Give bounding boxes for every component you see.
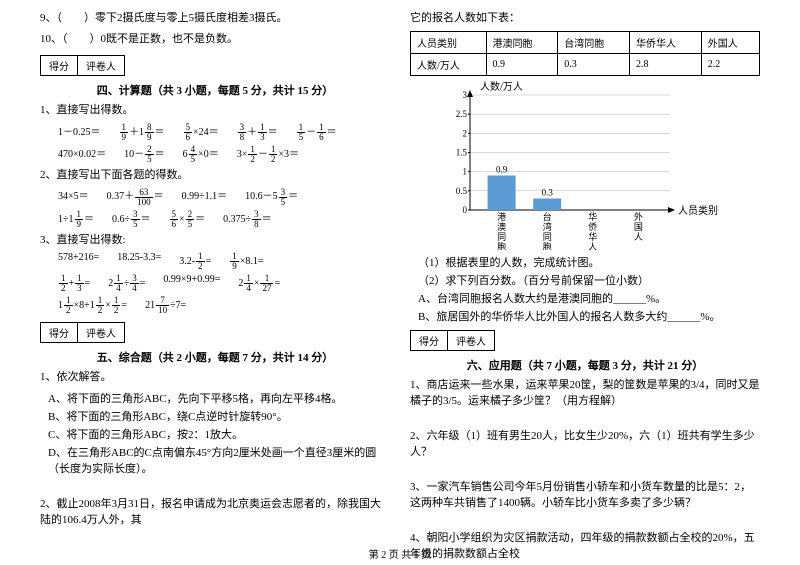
left-column: 9、（ ）零下2摄氏度与零上5摄氏度相差3摄氏。 10、（ ）0既不是正数，也不…: [40, 10, 390, 545]
svg-text:人数/万人: 人数/万人: [480, 80, 523, 93]
svg-text:侨: 侨: [588, 221, 597, 232]
table-cell: 2.2: [701, 53, 759, 75]
svg-text:人: 人: [588, 242, 597, 250]
svg-text:国: 国: [634, 222, 643, 232]
table-header: 港澳同胞: [486, 31, 558, 53]
svg-text:人员类别: 人员类别: [678, 204, 718, 217]
app-q2: 2、六年级（1）班有男生20人，比女生少20%，六（1）班共有学生多少人？: [410, 428, 760, 461]
section-4-title: 四、计算题（共 3 小题，每题 5 分，共计 15 分）: [40, 82, 390, 98]
comp1-title: 1、依次解答。: [40, 369, 390, 386]
question-9: 9、（ ）零下2摄氏度与零上5摄氏度相差3摄氏。: [40, 10, 390, 27]
grader-label: 评卷人: [78, 56, 124, 75]
bar-chart: 人数/万人00.511.522.530.9港澳同胞0.3台湾同胞华侨华人外国人人…: [440, 80, 720, 250]
grader-label: 评卷人: [78, 323, 124, 342]
chart-qa: A、台湾同胞报名人数大约是港澳同胞的______%。: [410, 290, 760, 306]
app-q3: 3、一家汽车销售公司今年5月份销售小轿车和小货车数量的比是5：2，这两种车共销售…: [410, 479, 760, 512]
score-label: 得分: [41, 56, 78, 75]
svg-text:3: 3: [463, 90, 468, 100]
table-data-row: 人数/万人 0.9 0.3 2.8 2.2: [411, 53, 760, 75]
score-box-4: 得分 评卷人: [40, 55, 125, 76]
table-header: 人员类别: [411, 31, 487, 53]
comp1-c: C、将下面的三角形ABC，按2：1放大。: [40, 426, 390, 442]
svg-text:人: 人: [634, 232, 643, 242]
svg-text:0.3: 0.3: [542, 187, 554, 197]
svg-text:2: 2: [463, 128, 468, 138]
table-header: 外国人: [701, 31, 759, 53]
score-label: 得分: [41, 323, 78, 342]
svg-text:外: 外: [634, 211, 643, 222]
svg-text:0.9: 0.9: [496, 164, 508, 174]
calc3-row1: 578+216= 18.25-3.3= 3.2-12= 19×8.1=: [58, 252, 390, 271]
svg-text:0.5: 0.5: [456, 185, 468, 195]
svg-text:1.5: 1.5: [456, 147, 468, 157]
app-q1: 1、商店运来一些水果，运来苹果20筐，梨的筐数是苹果的3/4，同时又是橘子的3/…: [410, 377, 760, 410]
chart-qb: B、旅居国外的华侨华人比外国人的报名人数多大约______%。: [410, 308, 760, 324]
table-cell: 0.9: [486, 53, 558, 75]
comp1-d: D、在三角形ABC的C点南偏东45°方向2厘米处画一个直径3厘米的圆（长度为实际…: [40, 444, 390, 476]
calc1-row2: 470×0.02＝ 10－25＝ 645×0＝ 3×12－12×3＝: [58, 145, 390, 164]
table-intro: 它的报名人数如下表：: [410, 10, 760, 27]
table-cell: 0.3: [558, 53, 630, 75]
svg-text:1: 1: [463, 166, 468, 176]
table-header-row: 人员类别 港澳同胞 台湾同胞 华侨华人 外国人: [411, 31, 760, 53]
score-box-5: 得分 评卷人: [40, 322, 125, 343]
calc3-row2: 12+13= 214÷34= 0.99×9+0.99= 214×127=: [58, 274, 390, 293]
calc3-title: 3、直接写出得数:: [40, 232, 390, 249]
svg-text:华: 华: [588, 231, 597, 242]
calc2-title: 2、直接写出下面各题的得数。: [40, 167, 390, 184]
svg-text:同: 同: [497, 232, 506, 242]
calc2-row2: 1÷119＝ 0.6÷35＝ 56×25＝ 0.375÷38＝: [58, 210, 390, 229]
chart-q2: （2）求下列百分数。（百分号前保留一位小数）: [410, 272, 760, 288]
section-6-title: 六、应用题（共 7 小题，每题 3 分，共计 21 分）: [410, 357, 760, 373]
section-5-title: 五、综合题（共 2 小题，每题 7 分，共计 14 分）: [40, 349, 390, 365]
svg-text:台: 台: [543, 211, 552, 222]
page-footer: 第 2 页 共 5 页: [0, 546, 800, 561]
calc3-row3: 112×8+112×12= 21710÷7=: [58, 296, 390, 315]
svg-text:湾: 湾: [543, 221, 552, 232]
svg-text:澳: 澳: [497, 221, 506, 232]
grader-label: 评卷人: [448, 331, 494, 350]
svg-text:胞: 胞: [497, 241, 506, 250]
svg-text:华: 华: [588, 211, 597, 222]
svg-text:同: 同: [543, 232, 552, 242]
svg-text:胞: 胞: [543, 241, 552, 250]
chart-q1: （1）根据表里的人数，完成统计图。: [410, 254, 760, 270]
calc1-title: 1、直接写出得数。: [40, 102, 390, 119]
table-cell: 2.8: [630, 53, 702, 75]
calc1-row1: 1－0.25＝ 19＋189＝ 56×24＝ 38＋13＝ 15－16＝: [58, 123, 390, 142]
svg-text:港: 港: [497, 211, 506, 222]
svg-text:0: 0: [463, 205, 468, 215]
comp2: 2、截止2008年3月31日，报名申请成为北京奥运会志愿者的，除我国大陆的106…: [40, 496, 390, 529]
question-10: 10、（ ）0既不是正数，也不是负数。: [40, 31, 390, 48]
score-label: 得分: [411, 331, 448, 350]
calc2-row1: 34×5＝ 0.37＋63100＝ 0.99÷1.1＝ 10.6－535＝: [58, 187, 390, 206]
svg-text:2.5: 2.5: [456, 109, 468, 119]
comp1-b: B、将下面的三角形ABC，绕C点逆时针旋转90°。: [40, 408, 390, 424]
right-column: 它的报名人数如下表： 人员类别 港澳同胞 台湾同胞 华侨华人 外国人 人数/万人…: [410, 10, 760, 545]
people-table: 人员类别 港澳同胞 台湾同胞 华侨华人 外国人 人数/万人 0.9 0.3 2.…: [410, 31, 760, 76]
score-box-6: 得分 评卷人: [410, 330, 495, 351]
comp1-a: A、将下面的三角形ABC，先向下平移5格，再向左平移4格。: [40, 390, 390, 406]
table-header: 台湾同胞: [558, 31, 630, 53]
table-header: 华侨华人: [630, 31, 702, 53]
table-cell: 人数/万人: [411, 53, 487, 75]
